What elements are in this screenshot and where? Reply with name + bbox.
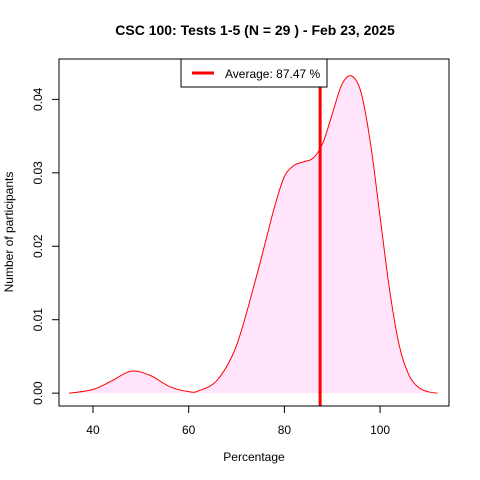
density-curve [68, 75, 438, 394]
legend-label: Average: 87.47 % [225, 67, 321, 81]
x-axis: 40 60 80 100 [86, 405, 390, 437]
y-tick-label: 0.04 [31, 87, 45, 111]
plot-area [68, 59, 438, 406]
y-tick-label: 0.01 [31, 308, 45, 332]
x-tick-label: 60 [182, 423, 196, 437]
y-tick-label: 0.00 [31, 381, 45, 405]
density-fill [69, 75, 438, 394]
x-tick-label: 100 [370, 423, 390, 437]
y-tick-label: 0.03 [31, 161, 45, 185]
x-tick-label: 80 [278, 423, 292, 437]
x-tick-label: 40 [86, 423, 100, 437]
y-tick-label: 0.02 [31, 234, 45, 258]
y-axis-label: Number of participants [2, 172, 16, 293]
chart-title: CSC 100: Tests 1-5 (N = 29 ) - Feb 23, 2… [115, 22, 395, 38]
y-axis: 0.00 0.01 0.02 0.03 0.04 [31, 87, 60, 405]
x-axis-label: Percentage [223, 450, 285, 464]
legend: Average: 87.47 % [180, 58, 328, 88]
